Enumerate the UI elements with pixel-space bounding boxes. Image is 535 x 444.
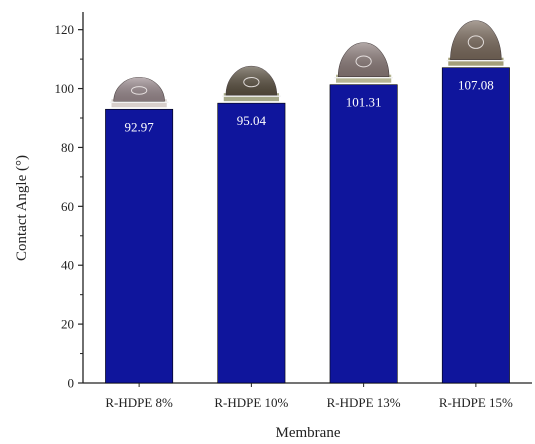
droplet-highlight bbox=[243, 76, 260, 88]
y-tick-label: 40 bbox=[61, 258, 74, 273]
plot-area: 0 20 40 60 80 100 120 R-HDPE 8% 92.97 R-HDPE 10% 9… bbox=[55, 12, 532, 410]
droplet-shading bbox=[225, 66, 277, 96]
droplet-image bbox=[221, 66, 281, 102]
y-tick-label: 80 bbox=[61, 140, 74, 155]
x-tick-label: R-HDPE 8% bbox=[105, 395, 173, 410]
droplet-shading bbox=[338, 42, 390, 77]
y-tick-label: 120 bbox=[55, 22, 75, 37]
data-label: 107.08 bbox=[458, 78, 494, 93]
data-label: 95.04 bbox=[237, 113, 267, 128]
x-tick-label: R-HDPE 15% bbox=[439, 395, 513, 410]
y-tick-label: 60 bbox=[61, 199, 74, 214]
x-tick-label: R-HDPE 13% bbox=[327, 395, 401, 410]
y-axis-title: Contact Angle (°) bbox=[14, 155, 30, 261]
droplet-shading bbox=[113, 77, 165, 102]
droplet-image bbox=[109, 77, 169, 108]
data-label: 92.97 bbox=[125, 119, 155, 134]
droplet-surface bbox=[336, 74, 392, 83]
bar bbox=[217, 102, 286, 384]
droplet-surface bbox=[448, 57, 504, 66]
bar bbox=[105, 108, 174, 384]
bar bbox=[441, 67, 510, 384]
y-tick-label: 100 bbox=[55, 81, 75, 96]
data-label: 101.31 bbox=[346, 95, 382, 110]
bar bbox=[329, 84, 398, 384]
droplet-highlight bbox=[131, 86, 148, 95]
droplet-image bbox=[446, 20, 506, 66]
droplet-highlight bbox=[467, 35, 484, 49]
x-tick-label: R-HDPE 10% bbox=[214, 395, 288, 410]
droplet-highlight bbox=[355, 55, 372, 68]
droplet-shading bbox=[450, 20, 502, 60]
y-tick-label: 20 bbox=[61, 317, 74, 332]
droplet-surface bbox=[111, 99, 167, 108]
x-axis-title: Membrane bbox=[276, 425, 341, 439]
y-tick-label: 0 bbox=[68, 376, 75, 391]
droplet-surface bbox=[223, 93, 279, 102]
droplet-image bbox=[334, 42, 394, 83]
